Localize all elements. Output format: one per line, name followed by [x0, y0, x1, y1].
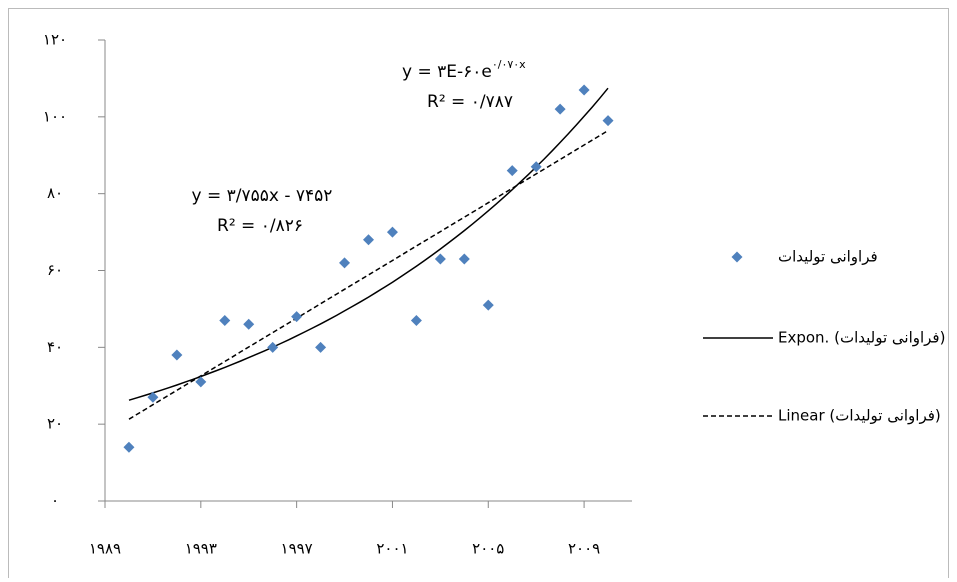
point — [386, 226, 398, 238]
point — [339, 257, 351, 269]
point — [291, 311, 303, 323]
y-tick-label: ۶۰ — [47, 261, 63, 279]
x-tick-label: ۲۰۰۱ — [376, 540, 408, 558]
y-tick-label: ۴۰ — [47, 338, 63, 356]
point — [506, 165, 518, 177]
point — [434, 253, 446, 265]
point — [123, 441, 135, 453]
point — [315, 341, 327, 353]
point — [458, 253, 470, 265]
legend-label: فراوانی تولیدات — [778, 248, 878, 266]
point — [267, 341, 279, 353]
x-tick-label: ۲۰۰۵ — [472, 540, 504, 558]
point — [363, 234, 374, 246]
trend-equation: y = ۳/۷۵۵x - ۷۴۵۲ — [192, 186, 333, 206]
equation-exponent: ۰/۰۷۰x — [492, 58, 526, 71]
trend-r2: R² = ۰/۸۲۶ — [217, 216, 303, 236]
x-tick-label: ۱۹۹۷ — [281, 540, 313, 558]
legend-label: Expon. (فراوانی تولیدات) — [778, 329, 945, 347]
legend-label: Linear (فراوانی تولیدات) — [778, 407, 941, 425]
x-tick-label: ۱۹۸۹ — [89, 540, 121, 558]
trend-line — [128, 87, 609, 401]
point — [530, 161, 542, 173]
equation-text: y = ۳E-۶۰e — [402, 62, 492, 82]
y-tick-label: ۰ — [51, 492, 59, 510]
point — [195, 376, 207, 388]
point — [578, 84, 590, 96]
point — [147, 391, 159, 403]
legend-marker — [731, 251, 743, 263]
point — [602, 115, 614, 127]
trend-r2: R² = ۰/۷۸۷ — [427, 92, 513, 112]
point — [410, 314, 422, 326]
x-tick-label: ۲۰۰۹ — [568, 540, 600, 558]
y-tick-label: ۱۲۰ — [43, 31, 67, 49]
chart-border — [8, 8, 949, 582]
point — [219, 314, 231, 326]
y-tick-label: ۸۰ — [47, 184, 63, 202]
point — [243, 318, 255, 330]
trend-line — [128, 129, 609, 420]
trend-equation: y = ۳E-۶۰e۰/۰۷۰x — [402, 58, 526, 82]
point — [482, 299, 494, 311]
point — [171, 349, 183, 361]
point — [554, 103, 566, 115]
y-tick-label: ۲۰ — [47, 415, 63, 433]
x-tick-label: ۱۹۹۳ — [185, 540, 217, 558]
y-tick-label: ۱۰۰ — [43, 107, 67, 125]
